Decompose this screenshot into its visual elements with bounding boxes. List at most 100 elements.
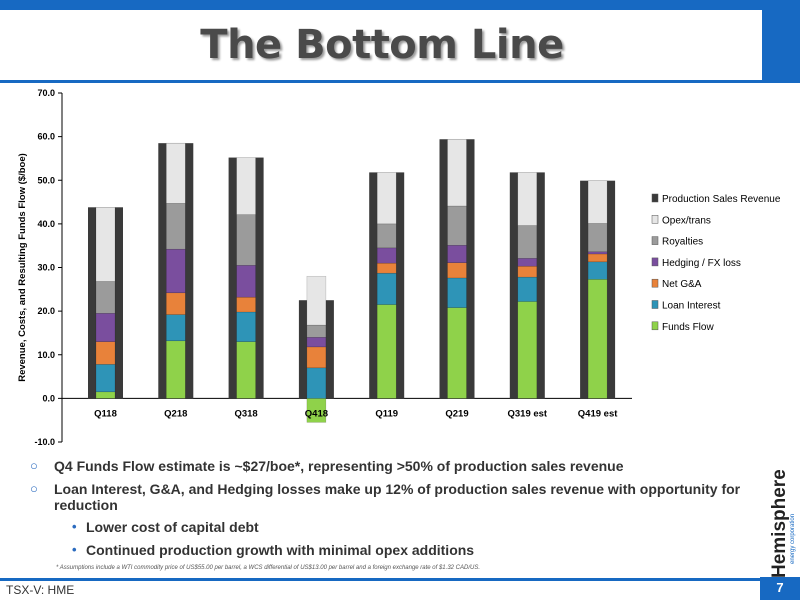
hedging-fx-loss-segment	[306, 337, 327, 348]
y-tick-label: 20.0	[37, 306, 55, 316]
sub-bullet-item: • Lower cost of capital debt	[72, 519, 259, 535]
opex-trans-segment	[376, 172, 397, 225]
logo-wordmark: Hemisphere	[769, 470, 790, 578]
top-bar	[0, 0, 800, 10]
loan-interest-segment	[587, 261, 608, 280]
opex-trans-segment	[517, 172, 538, 226]
royalties-segment	[376, 223, 397, 249]
x-tick-label: Q218	[164, 408, 187, 419]
loan-interest-segment	[95, 364, 116, 393]
opex-trans-segment	[447, 138, 467, 207]
funds-flow-segment	[95, 391, 116, 399]
x-tick-label: Q318	[234, 408, 257, 419]
legend-swatch	[651, 236, 659, 245]
slide-title: The Bottom Line	[200, 22, 564, 68]
company-logo: Hemisphere energy corporation	[769, 470, 796, 578]
net-g-a-segment	[447, 262, 467, 279]
dot-bullet-icon: •	[72, 542, 77, 557]
footnote: * Assumptions include a WTI commodity pr…	[56, 565, 480, 571]
hedging-fx-loss-segment	[447, 245, 467, 263]
loan-interest-segment	[236, 311, 256, 342]
net-g-a-segment	[166, 292, 186, 315]
hedging-fx-loss-segment	[376, 247, 397, 264]
bullet-text: Loan Interest, G&A, and Hedging losses m…	[54, 481, 741, 513]
x-tick-label: Q118	[94, 408, 117, 419]
royalties-segment	[517, 225, 538, 259]
legend-swatch	[651, 278, 659, 288]
hedging-fx-loss-segment	[517, 258, 538, 267]
funds-flow-segment	[166, 340, 186, 399]
royalties-segment	[166, 203, 186, 250]
y-tick-label: 60.0	[37, 132, 55, 142]
royalties-segment	[447, 205, 467, 246]
y-tick-label: 40.0	[37, 219, 55, 229]
net-g-a-segment	[306, 346, 327, 369]
funds-flow-segment	[587, 279, 608, 399]
header-accent-block	[762, 10, 800, 82]
x-tick-label: Q419 est	[578, 408, 618, 419]
royalties-segment	[587, 223, 608, 253]
net-g-a-segment	[376, 262, 397, 274]
y-axis-title: Revenue, Costs, and Resulting Funds Flow…	[17, 153, 28, 382]
loan-interest-segment	[447, 277, 467, 308]
royalties-segment	[95, 281, 116, 314]
net-g-a-segment	[95, 341, 116, 365]
y-tick-label: 0.0	[42, 393, 55, 403]
legend-swatch	[651, 257, 659, 267]
bullet-text: Lower cost of capital debt	[86, 519, 259, 535]
bullet-text: Continued production growth with minimal…	[86, 542, 475, 558]
opex-trans-segment	[306, 275, 327, 326]
loan-interest-segment	[517, 276, 538, 302]
page-number: 7	[776, 580, 784, 595]
x-tick-label: Q418	[305, 408, 328, 419]
hedging-fx-loss-segment	[95, 313, 116, 342]
circle-bullet-icon: ○	[30, 481, 38, 496]
ticker-label: TSX-V: HME	[6, 583, 75, 597]
loan-interest-segment	[166, 314, 186, 342]
funds-flow-segment	[517, 301, 538, 399]
y-tick-label: 10.0	[37, 350, 55, 360]
bullet-item: ○ Q4 Funds Flow estimate is ~$27/boe*, r…	[30, 458, 624, 474]
royalties-segment	[236, 214, 256, 266]
net-g-a-segment	[587, 253, 608, 263]
title-divider	[0, 80, 800, 83]
opex-trans-segment	[236, 157, 256, 215]
opex-trans-segment	[166, 142, 186, 204]
x-tick-label: Q319 est	[507, 408, 547, 419]
bottom-bar	[0, 578, 800, 581]
funds-flow-chart: -10.0 0.0 10.0 20.0 30.0 40.0 50.0 60.0 70.0 Reve…	[17, 88, 781, 447]
hedging-fx-loss-segment	[587, 251, 608, 255]
hedging-fx-loss-segment	[236, 265, 256, 298]
sub-bullet-item: • Continued production growth with minim…	[72, 542, 474, 558]
royalties-segment	[306, 324, 327, 338]
logo-subtext: energy corporation	[790, 514, 796, 564]
y-tick-label: 50.0	[37, 175, 55, 185]
y-tick-label: -10.0	[34, 437, 55, 447]
circle-bullet-icon: ○	[30, 458, 38, 473]
page-number-box: 7	[760, 577, 800, 600]
legend-swatch	[651, 321, 659, 331]
y-tick-label: 70.0	[37, 88, 55, 98]
legend-swatch	[651, 215, 659, 224]
loan-interest-segment	[306, 367, 327, 399]
legend-label: Hedging / FX loss	[662, 258, 741, 269]
funds-flow-segment	[236, 341, 256, 399]
legend-swatch	[651, 193, 659, 203]
y-tick-label: 30.0	[37, 263, 55, 273]
opex-trans-segment	[95, 207, 116, 282]
x-tick-label: Q119	[375, 408, 398, 419]
bullet-item: ○ Loan Interest, G&A, and Hedging losses…	[30, 481, 755, 513]
legend-label: Funds Flow	[662, 322, 714, 333]
funds-flow-segment	[376, 304, 397, 399]
legend-swatch	[651, 300, 659, 309]
dot-bullet-icon: •	[72, 519, 77, 534]
opex-trans-segment	[587, 180, 608, 224]
net-g-a-segment	[236, 296, 256, 313]
x-tick-label: Q219	[445, 408, 468, 419]
loan-interest-segment	[376, 272, 397, 305]
legend-label: Production Sales Revenue	[662, 194, 781, 205]
bullet-text: Q4 Funds Flow estimate is ~$27/boe*, rep…	[54, 458, 624, 474]
funds-flow-segment	[447, 307, 467, 399]
legend-label: Net G&A	[662, 279, 702, 290]
legend-label: Opex/trans	[662, 215, 711, 226]
